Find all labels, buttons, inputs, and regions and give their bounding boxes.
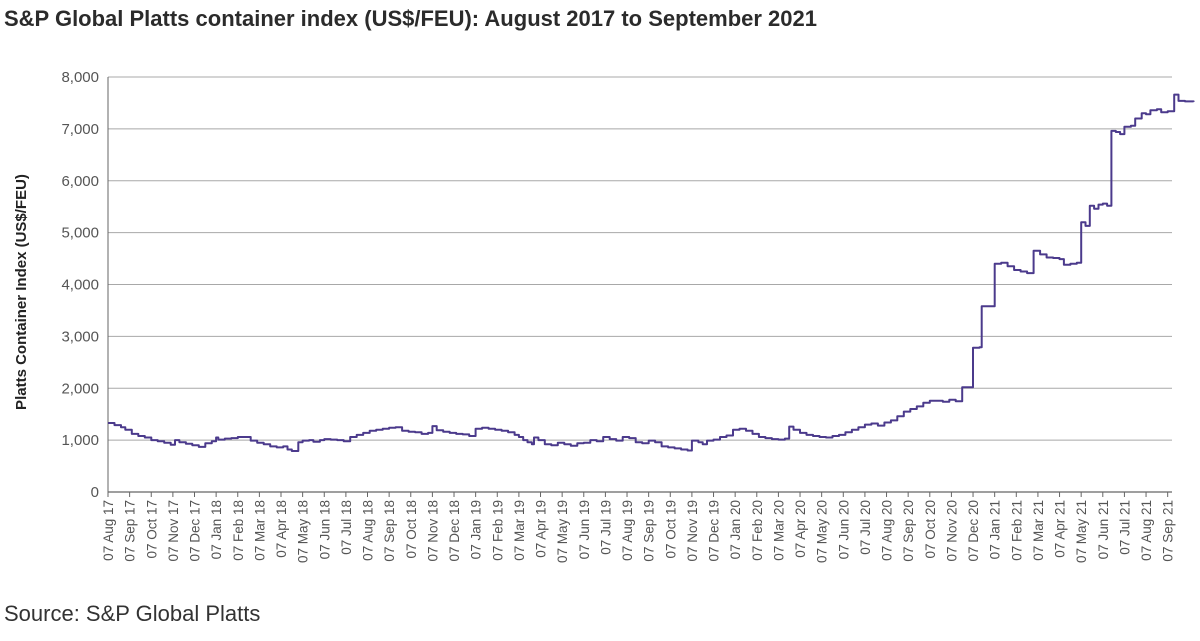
y-axis-ticks: 0 1,000 2,000 3,000 4,000 5,000 6,000 7,000 8,00…	[61, 69, 99, 501]
x-tick-label: 07 Jun 19	[577, 500, 592, 559]
x-tick-label: 07 Oct 18	[404, 500, 419, 559]
x-tick-label: 07 Apr 21	[1053, 500, 1068, 558]
y-tick-label: 2,000	[61, 380, 99, 397]
x-tick-label: 07 Jan 21	[988, 500, 1003, 559]
y-tick-label: 6,000	[61, 173, 99, 190]
x-tick-label: 07 Aug 17	[101, 500, 116, 561]
x-tick-label: 07 Jan 20	[728, 500, 743, 559]
y-tick-label: 0	[91, 484, 99, 501]
x-tick-label: 07 Mar 21	[1031, 500, 1046, 561]
y-tick-label: 8,000	[61, 69, 99, 86]
x-tick-label: 07 Jan 19	[469, 500, 484, 559]
x-tick-label: 07 Sep 18	[382, 500, 397, 562]
series-group	[108, 93, 1195, 452]
x-tick-label: 07 Sep 17	[123, 500, 138, 562]
x-tick-label: 07 Feb 20	[750, 500, 765, 561]
x-tick-label: 07 Nov 17	[166, 500, 181, 562]
x-tick-label: 07 Nov 20	[944, 500, 959, 562]
x-tick-label: 07 Jan 18	[209, 500, 224, 559]
x-tick-label: 07 Aug 18	[361, 500, 376, 561]
x-tick-label: 07 Aug 20	[880, 500, 895, 561]
y-axis-label: Platts Container Index (US$/FEU)	[13, 174, 30, 410]
x-tick-label: 07 Dec 20	[966, 500, 981, 562]
x-tick-label: 07 Apr 18	[274, 500, 289, 558]
chart-title: S&P Global Platts container index (US$/F…	[4, 6, 817, 31]
x-tick-label: 07 Sep 19	[642, 500, 657, 562]
x-tick-label: 07 Nov 18	[425, 500, 440, 562]
series-line	[108, 93, 1195, 452]
x-tick-label: 07 Dec 18	[447, 500, 462, 562]
x-tick-label: 07 Apr 20	[793, 500, 808, 558]
x-tick-label: 07 Dec 19	[707, 500, 722, 562]
x-tick-label: 07 Mar 18	[252, 500, 267, 561]
x-tick-label: 07 Sep 21	[1161, 500, 1176, 562]
x-tick-label: 07 May 20	[815, 500, 830, 563]
x-tick-label: 07 Jul 19	[598, 500, 613, 555]
x-tick-label: 07 Feb 18	[231, 500, 246, 561]
y-tick-label: 3,000	[61, 328, 99, 345]
x-tick-label: 07 Oct 17	[144, 500, 159, 559]
x-tick-label: 07 Jun 20	[836, 500, 851, 559]
x-tick-label: 07 May 21	[1074, 500, 1089, 563]
x-tick-label: 07 Oct 20	[923, 500, 938, 559]
x-tick-label: 07 Oct 19	[663, 500, 678, 559]
y-tick-label: 5,000	[61, 225, 99, 242]
x-tick-label: 07 Jun 18	[317, 500, 332, 559]
x-tick-label: 07 Aug 21	[1139, 500, 1154, 561]
source-note: Source: S&P Global Platts	[4, 601, 261, 626]
x-tick-label: 07 Sep 20	[901, 500, 916, 562]
y-tick-label: 7,000	[61, 121, 99, 138]
x-tick-label: 07 Feb 21	[1009, 500, 1024, 561]
x-axis-ticks: 07 Aug 17 07 Sep 17 07 Oct 17 07 Nov 17 07 D…	[101, 492, 1176, 563]
x-tick-label: 07 Jun 21	[1096, 500, 1111, 559]
x-tick-label: 07 Nov 19	[685, 500, 700, 562]
x-tick-label: 07 Feb 19	[490, 500, 505, 561]
x-tick-label: 07 May 19	[555, 500, 570, 563]
x-tick-label: 07 Mar 19	[512, 500, 527, 561]
x-tick-label: 07 Aug 19	[620, 500, 635, 561]
x-tick-label: 07 Jul 18	[339, 500, 354, 555]
y-tick-label: 4,000	[61, 277, 99, 294]
x-tick-label: 07 Apr 19	[534, 500, 549, 558]
y-tick-label: 1,000	[61, 432, 99, 449]
x-tick-label: 07 May 18	[296, 500, 311, 563]
x-tick-label: 07 Dec 17	[188, 500, 203, 562]
x-tick-label: 07 Jul 20	[858, 500, 873, 555]
x-tick-label: 07 Mar 20	[771, 500, 786, 561]
x-tick-label: 07 Jul 21	[1117, 500, 1132, 555]
grid-lines	[108, 76, 1172, 441]
